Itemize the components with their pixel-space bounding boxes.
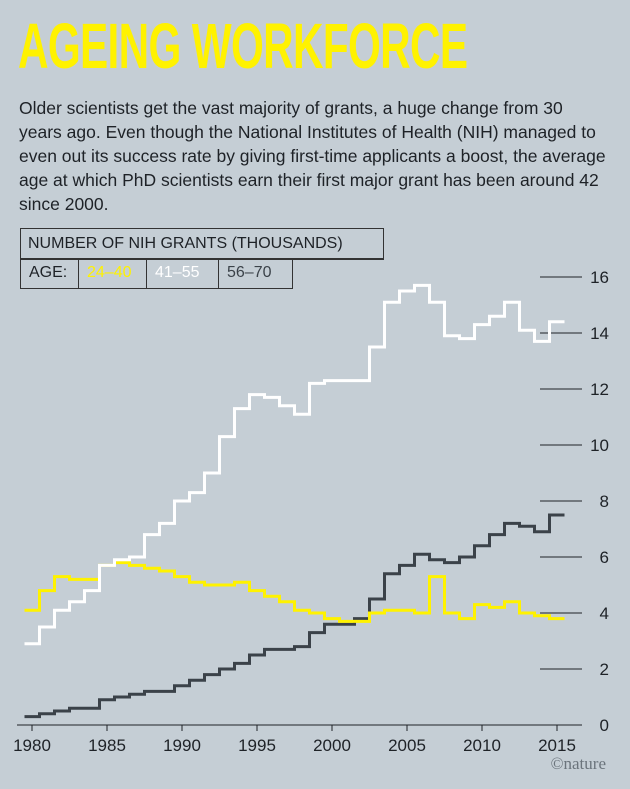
legend-title: NUMBER OF NIH GRANTS (THOUSANDS): [21, 229, 383, 259]
y-tick-label: 10: [590, 436, 609, 455]
x-tick-label: 2010: [463, 736, 501, 755]
x-tick-label: 1985: [88, 736, 126, 755]
x-tick-label: 1995: [238, 736, 276, 755]
legend-entry-56-70: 56–70: [227, 264, 272, 281]
y-tick-label: 4: [600, 604, 609, 623]
x-tick-label: 1990: [163, 736, 201, 755]
nature-credit: ©nature: [550, 754, 606, 773]
series-line-41-55: [24, 283, 565, 646]
series-line-24-40: [24, 561, 565, 623]
legend: NUMBER OF NIH GRANTS (THOUSANDS): [20, 228, 384, 260]
legend-age-label: AGE:: [21, 258, 79, 288]
x-tick-label: 1980: [13, 736, 51, 755]
x-tick-label: 2000: [313, 736, 351, 755]
y-tick-label: 2: [600, 660, 609, 679]
y-tick-label: 0: [600, 716, 609, 735]
x-tick-label: 2005: [388, 736, 426, 755]
legend-row: AGE: 24–40 41–55 56–70: [20, 258, 293, 289]
chart-description: Older scientists get the vast majority o…: [19, 98, 606, 214]
y-tick-label: 12: [590, 380, 609, 399]
legend-entry-24-40: 24–40: [79, 258, 147, 288]
y-tick-label: 16: [590, 268, 609, 287]
y-tick-label: 6: [600, 548, 609, 567]
y-tick-label: 14: [590, 324, 609, 343]
y-tick-label: 8: [600, 492, 609, 511]
legend-entry-41-55: 41–55: [147, 258, 219, 288]
x-tick-label: 2015: [538, 736, 576, 755]
series-line-56-70: [24, 513, 565, 719]
chart-title: AGEING WORKFORCE: [18, 10, 468, 82]
